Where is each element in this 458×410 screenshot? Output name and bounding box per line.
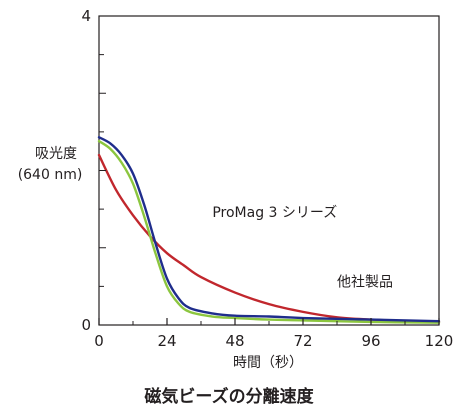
x-tick-label: 72 <box>293 332 312 350</box>
y-tick-label: 0 <box>81 316 91 334</box>
labels: 吸光度 (640 nm) 時間（秒） 磁気ビーズの分離速度 ProMag 3 シ… <box>18 146 393 407</box>
ticks: 0 24 48 72 96 120 0 4 <box>81 7 453 350</box>
y-axis-label-line1: 吸光度 <box>35 146 77 162</box>
y-tick-label: 4 <box>81 7 91 25</box>
chart-caption: 磁気ビーズの分離速度 <box>144 386 314 407</box>
x-tick-label: 48 <box>225 332 244 350</box>
series-line-promag-blue <box>97 136 441 323</box>
x-tick-label: 96 <box>361 332 380 350</box>
x-tick-label: 120 <box>425 332 454 350</box>
x-tick-label: 24 <box>157 332 176 350</box>
series-line-promag-green <box>97 139 441 324</box>
x-tick-label: 0 <box>94 332 104 350</box>
y-axis-label-line2: (640 nm) <box>18 167 83 183</box>
x-axis-label: 時間（秒） <box>233 355 303 371</box>
annotation-other-products: 他社製品 <box>337 274 393 290</box>
annotation-promag: ProMag 3 シリーズ <box>212 205 337 221</box>
series-layer <box>97 136 441 324</box>
